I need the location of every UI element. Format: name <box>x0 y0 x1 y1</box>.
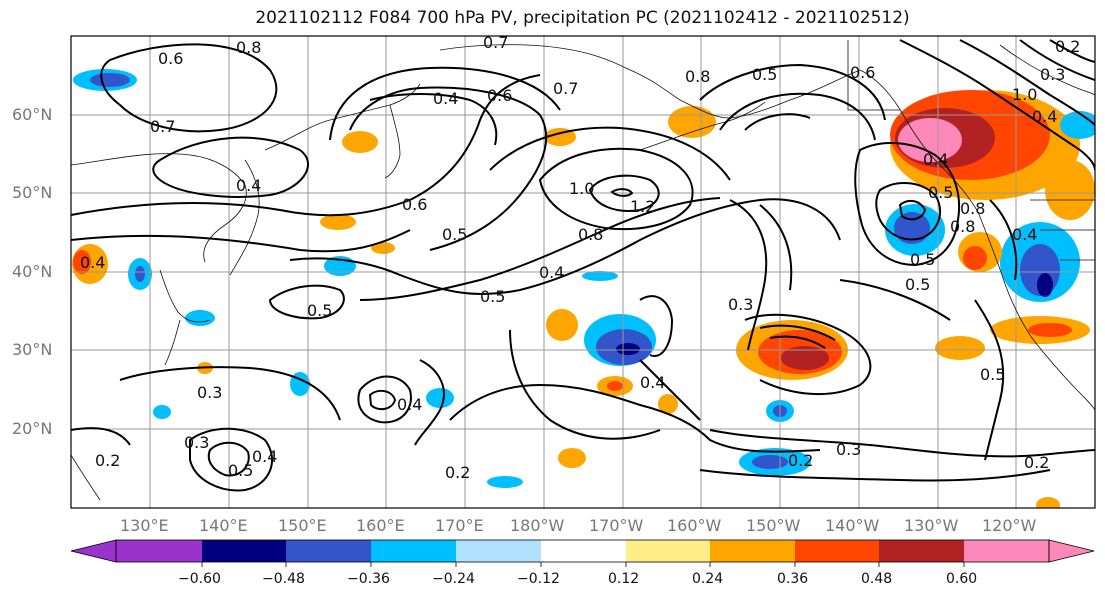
contour-label: 0.4 <box>236 176 261 195</box>
precipitation-anomaly-layer <box>72 69 1095 508</box>
contour-label: 0.3 <box>184 433 209 452</box>
contour-label: 1.0 <box>1012 85 1037 104</box>
map-title: 2021102112 F084 700 hPa PV, precipitatio… <box>255 8 910 28</box>
lon-label: 170°E <box>435 516 484 535</box>
lat-label-50n: 50°N <box>12 183 53 202</box>
contour-label: 0.7 <box>553 79 578 98</box>
lon-label: 180°W <box>510 516 565 535</box>
contour-labels: 0.6 0.8 0.7 0.7 0.6 0.4 0.7 0.4 0.5 0.6 … <box>80 33 1080 482</box>
colorbar-tick-label: −0.48 <box>262 571 305 587</box>
contour-label: 1.0 <box>569 179 594 198</box>
lon-label: 120°W <box>982 516 1037 535</box>
contour-label: 0.2 <box>1055 37 1080 56</box>
contour-label: 0.5 <box>228 461 253 480</box>
contour-label: 0.6 <box>850 63 875 82</box>
contour-label: 0.4 <box>1012 225 1037 244</box>
lon-label: 140°E <box>199 516 248 535</box>
contour-label: 0.4 <box>1032 107 1057 126</box>
lon-label: 140°W <box>825 516 880 535</box>
contour-label: 0.4 <box>397 395 422 414</box>
colorbar-tick-label: 0.48 <box>861 571 893 587</box>
colorbar-arrow-right <box>1048 539 1095 563</box>
lat-label-60n: 60°N <box>12 105 53 124</box>
colorbar-swatch <box>541 540 626 562</box>
colorbar-tick-label: 0.60 <box>946 571 978 587</box>
colorbar-swatch <box>795 540 879 562</box>
contour-label: 0.6 <box>402 195 427 214</box>
lon-label: 160°W <box>667 516 722 535</box>
contour-label: 0.5 <box>980 365 1005 384</box>
colorbar-swatch <box>286 540 371 562</box>
contour-label: 0.2 <box>1024 453 1049 472</box>
lon-label: 130°W <box>904 516 959 535</box>
contour-label: 0.2 <box>95 451 120 470</box>
contour-label: 0.8 <box>950 217 975 236</box>
contour-label: 0.8 <box>960 199 985 218</box>
colorbar-swatch <box>964 540 1049 562</box>
contour-label: 0.2 <box>445 463 470 482</box>
contour-label: 1.2 <box>630 197 655 216</box>
lon-label: 150°E <box>278 516 327 535</box>
colorbar <box>70 539 1095 567</box>
contour-label: 0.5 <box>928 183 953 202</box>
contour-label: 0.3 <box>836 440 861 459</box>
lat-label-20n: 20°N <box>12 419 53 438</box>
colorbar-swatch <box>710 540 795 562</box>
contour-label: 0.4 <box>640 373 665 392</box>
contour-label: 0.6 <box>487 86 512 105</box>
colorbar-tick-label: 0.24 <box>692 571 724 587</box>
colorbar-swatch <box>116 540 202 562</box>
map-frame <box>70 35 1096 509</box>
colorbar-tick-label: −0.36 <box>347 571 390 587</box>
lat-label-30n: 30°N <box>12 340 53 359</box>
lon-label: 130°E <box>120 516 169 535</box>
colorbar-swatch <box>879 540 964 562</box>
lon-label: 150°W <box>746 516 801 535</box>
contour-label: 0.4 <box>923 150 948 169</box>
colorbar-swatch <box>371 540 456 562</box>
colorbar-tick-label: −0.60 <box>178 571 221 587</box>
colorbar-swatch <box>626 540 710 562</box>
contour-label: 0.6 <box>158 49 183 68</box>
contour-label: 0.5 <box>905 275 930 294</box>
contour-label: 0.3 <box>1040 65 1065 84</box>
contour-label: 0.5 <box>442 225 467 244</box>
colorbar-swatch <box>202 540 286 562</box>
contour-label: 0.5 <box>480 287 505 306</box>
contour-label: 0.7 <box>150 117 175 136</box>
contour-label: 0.5 <box>307 301 332 320</box>
colorbar-arrow-left <box>70 539 117 563</box>
colorbar-tick-label: −0.12 <box>517 571 560 587</box>
colorbar-tick-label: 0.36 <box>777 571 809 587</box>
contour-label: 0.7 <box>483 33 508 52</box>
contour-label: 0.4 <box>252 447 277 466</box>
contour-label: 0.3 <box>197 383 222 402</box>
contour-label: 0.5 <box>752 65 777 84</box>
contour-label: 0.4 <box>433 89 458 108</box>
contour-label: 0.4 <box>80 253 105 272</box>
contour-label: 0.4 <box>539 263 564 282</box>
pv-contours <box>71 39 1095 492</box>
contour-label: 0.3 <box>728 295 753 314</box>
contour-label: 0.5 <box>910 250 935 269</box>
contour-label: 0.2 <box>788 451 813 470</box>
colorbar-tick-label: 0.12 <box>608 571 640 587</box>
lat-label-40n: 40°N <box>12 262 53 281</box>
colorbar-tick-label: −0.24 <box>432 571 475 587</box>
colorbar-swatch <box>456 540 541 562</box>
lon-label: 160°E <box>356 516 405 535</box>
contour-label: 0.8 <box>685 67 710 86</box>
lon-label: 170°W <box>589 516 644 535</box>
contour-label: 0.8 <box>578 225 603 244</box>
contour-label: 0.8 <box>236 38 261 57</box>
